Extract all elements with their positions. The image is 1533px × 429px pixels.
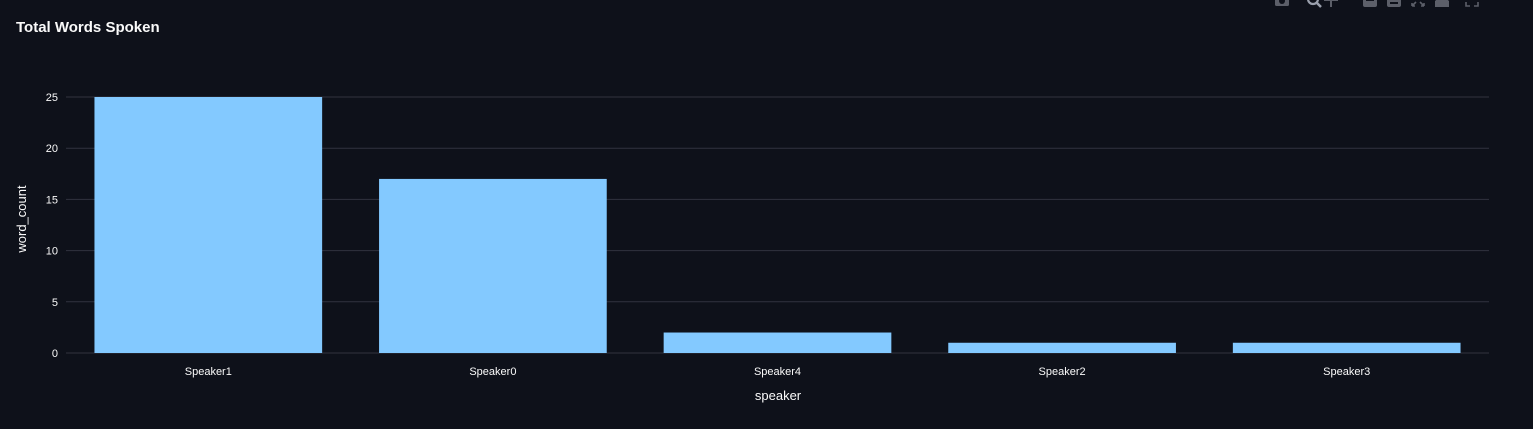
bar-speaker1[interactable] bbox=[94, 97, 323, 353]
zoom-icon[interactable] bbox=[1306, 0, 1322, 8]
y-tick-label: 25 bbox=[46, 92, 58, 104]
autoscale-icon[interactable] bbox=[1410, 0, 1426, 8]
zoom-in-icon[interactable] bbox=[1362, 0, 1378, 8]
x-tick-label: Speaker2 bbox=[1039, 366, 1086, 378]
y-tick-label: 5 bbox=[52, 297, 58, 309]
x-tick-label: Speaker3 bbox=[1323, 366, 1370, 378]
y-tick-labels: 0 5 10 15 20 25 bbox=[46, 92, 58, 360]
y-axis-title: word_count bbox=[14, 185, 29, 254]
bars bbox=[94, 97, 1461, 353]
y-tick-label: 20 bbox=[46, 143, 58, 155]
zoom-out-icon[interactable] bbox=[1386, 0, 1402, 8]
bar-speaker4[interactable] bbox=[663, 332, 892, 353]
bar-speaker0[interactable] bbox=[379, 178, 607, 353]
x-tick-label: Speaker0 bbox=[469, 366, 516, 378]
camera-icon[interactable] bbox=[1274, 0, 1290, 8]
y-tick-label: 15 bbox=[46, 194, 58, 206]
bar-speaker2[interactable] bbox=[948, 342, 1176, 353]
home-icon[interactable] bbox=[1434, 0, 1450, 8]
x-axis-title: speaker bbox=[755, 388, 802, 403]
pan-icon[interactable] bbox=[1323, 0, 1339, 8]
fullscreen-icon[interactable] bbox=[1464, 0, 1480, 8]
bar-speaker3[interactable] bbox=[1232, 342, 1461, 353]
x-tick-labels: Speaker1 Speaker0 Speaker4 Speaker2 Speaker3 bbox=[185, 366, 1370, 378]
x-tick-label: Speaker1 bbox=[185, 366, 232, 378]
y-tick-label: 0 bbox=[52, 348, 58, 360]
y-tick-label: 10 bbox=[46, 246, 58, 258]
x-tick-label: Speaker4 bbox=[754, 366, 801, 378]
chart-toolbar bbox=[1268, 0, 1488, 8]
chart-title: Total Words Spoken bbox=[16, 19, 160, 36]
